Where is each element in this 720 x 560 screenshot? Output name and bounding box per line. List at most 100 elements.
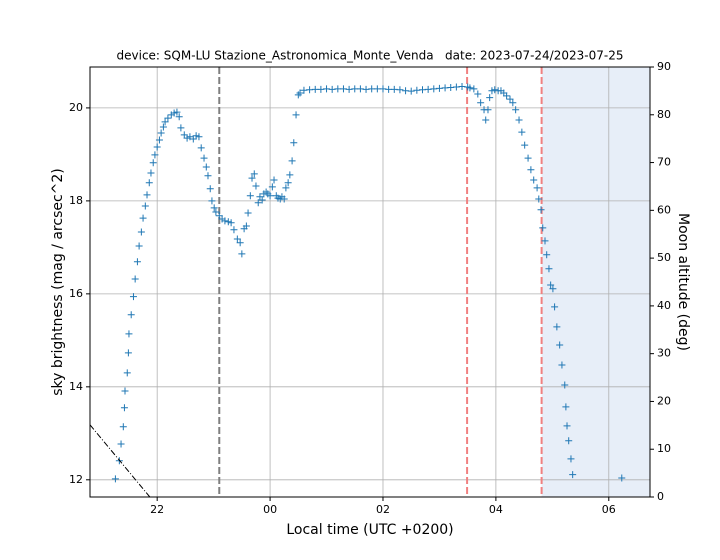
data-point	[543, 251, 551, 259]
data-point	[149, 159, 157, 167]
data-point	[151, 151, 159, 159]
data-point	[470, 85, 478, 93]
data-point	[533, 184, 541, 192]
x-tick-label: 04	[489, 503, 503, 516]
data-point	[477, 99, 485, 107]
data-point	[561, 381, 569, 389]
data-point	[518, 128, 526, 136]
y2-tick-label: 80	[657, 108, 671, 121]
y2-tick-label: 30	[657, 347, 671, 360]
data-point	[482, 116, 490, 124]
data-point	[204, 172, 212, 180]
y2-tick-label: 0	[657, 490, 664, 503]
data-point	[212, 208, 220, 216]
data-point	[486, 94, 494, 102]
y2-tick-label: 60	[657, 203, 671, 216]
data-point	[159, 123, 167, 131]
moon-altitude-line	[89, 424, 151, 498]
data-point	[210, 204, 218, 212]
data-point	[161, 118, 169, 126]
data-point	[288, 157, 296, 165]
data-point	[565, 437, 573, 445]
data-point	[200, 154, 208, 162]
data-point	[535, 195, 543, 203]
data-point	[549, 285, 557, 293]
data-point	[515, 116, 523, 124]
data-point	[135, 242, 143, 250]
data-point	[227, 219, 235, 227]
x-tick-label: 02	[376, 503, 390, 516]
data-point	[147, 169, 155, 177]
data-point	[127, 311, 135, 319]
data-point	[296, 89, 304, 97]
data-point	[474, 90, 482, 98]
data-point	[145, 179, 153, 187]
y-tick-label: 20	[69, 101, 83, 114]
data-point	[230, 226, 238, 234]
data-point	[124, 349, 132, 357]
data-point	[521, 141, 529, 149]
data-point	[238, 250, 246, 258]
data-point	[292, 111, 300, 119]
data-point	[268, 183, 276, 191]
data-point	[246, 192, 254, 200]
data-point	[252, 182, 260, 190]
x-tick-label: 06	[602, 503, 616, 516]
data-point	[250, 170, 258, 178]
y2-tick-label: 40	[657, 299, 671, 312]
y2-tick-label: 50	[657, 251, 671, 264]
data-point	[491, 86, 499, 94]
data-point	[539, 224, 547, 232]
data-point	[563, 422, 571, 430]
data-point	[143, 191, 151, 199]
y2-tick-label: 90	[657, 60, 671, 73]
x-tick-label: 22	[150, 503, 164, 516]
plot-frame	[89, 66, 651, 498]
data-point	[547, 281, 555, 289]
data-point	[123, 369, 131, 377]
data-point	[258, 196, 266, 204]
data-point	[551, 303, 559, 311]
data-point	[177, 124, 185, 132]
data-point	[266, 192, 274, 200]
x-tick-label: 00	[263, 503, 277, 516]
data-point	[155, 136, 163, 144]
data-point	[562, 403, 570, 411]
data-point	[202, 163, 210, 171]
data-point	[206, 185, 214, 193]
data-point	[537, 206, 545, 214]
data-point	[233, 235, 241, 243]
data-point	[120, 404, 128, 412]
data-point	[524, 154, 532, 162]
data-point	[545, 265, 553, 273]
data-point	[111, 475, 119, 483]
data-point	[294, 91, 302, 99]
y2-axis-label: Moon altitude (deg)	[675, 213, 691, 351]
y2-tick-label: 10	[657, 442, 671, 455]
data-point	[553, 323, 561, 331]
y-tick-label: 18	[69, 194, 83, 207]
y-axis-label: sky brightness (mag / arcsec^2)	[50, 168, 66, 396]
data-point	[221, 217, 229, 225]
data-point	[556, 341, 564, 349]
data-point	[131, 275, 139, 283]
data-point	[164, 114, 172, 122]
data-point	[129, 293, 137, 301]
data-point	[512, 106, 520, 114]
chart-title: device: SQM-LU Stazione_Astronomica_Mont…	[117, 49, 624, 63]
data-point	[139, 214, 147, 222]
data-point	[133, 258, 141, 266]
data-point	[173, 108, 181, 116]
data-point	[157, 129, 165, 137]
y-tick-label: 12	[69, 473, 83, 486]
data-point	[484, 106, 492, 114]
data-point	[280, 195, 288, 203]
data-point	[282, 184, 290, 192]
data-point	[396, 86, 404, 94]
data-point	[290, 139, 298, 147]
data-point	[195, 133, 203, 141]
data-point	[254, 199, 262, 207]
data-point	[558, 361, 566, 369]
